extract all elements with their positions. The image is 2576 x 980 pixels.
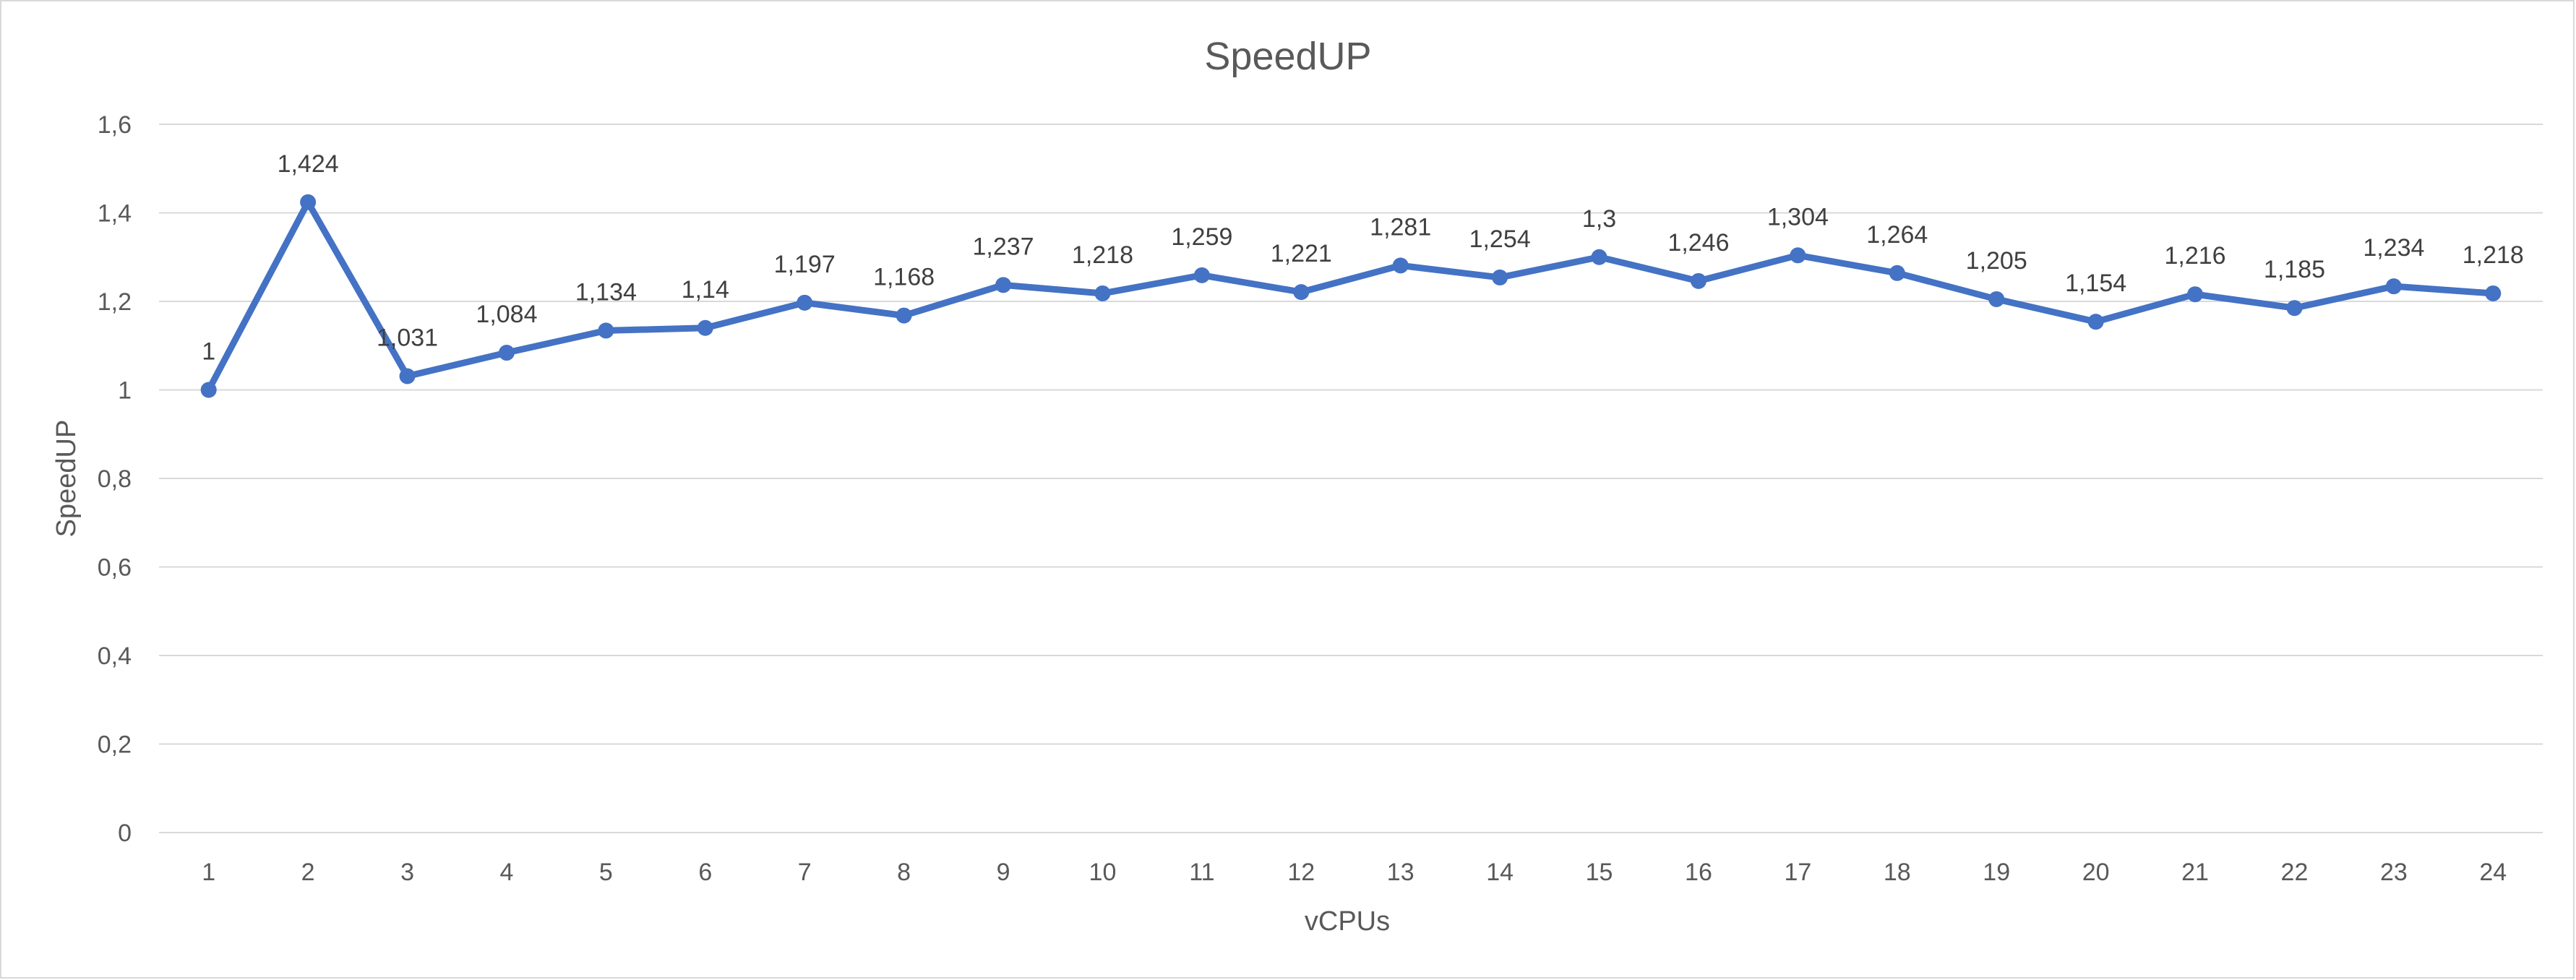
gridlines	[159, 124, 2543, 833]
x-tick-label: 13	[1387, 859, 1414, 886]
data-label: 1,234	[2363, 234, 2424, 262]
y-tick-label: 0,6	[98, 554, 132, 582]
data-point	[1392, 257, 1409, 274]
data-point	[697, 319, 713, 336]
data-label: 1,084	[476, 301, 537, 328]
x-tick-label: 5	[599, 859, 613, 886]
data-label: 1,031	[377, 324, 438, 352]
x-tick-label: 19	[1983, 859, 2010, 886]
x-tick-label: 16	[1685, 859, 1712, 886]
x-tick-label: 24	[2479, 859, 2507, 886]
x-tick-label: 17	[1784, 859, 1811, 886]
data-point	[200, 382, 217, 398]
data-label: 1,134	[575, 278, 637, 306]
series-layer	[200, 194, 2502, 398]
data-point	[995, 277, 1012, 293]
data-label: 1,304	[1767, 203, 1829, 231]
data-point	[1094, 285, 1111, 301]
data-point	[1988, 291, 2005, 307]
data-label: 1,424	[278, 150, 339, 178]
x-tick-label: 7	[798, 859, 812, 886]
x-tick-label: 10	[1089, 859, 1117, 886]
data-label: 1,264	[1866, 221, 1928, 249]
data-point	[1591, 249, 1607, 265]
y-tick-label: 0,4	[98, 642, 132, 670]
y-tick-label: 0	[118, 820, 132, 847]
x-tick-label: 23	[2380, 859, 2408, 886]
y-axis-title: SpeedUP	[51, 420, 82, 538]
y-tick-label: 1,6	[98, 111, 132, 139]
data-label: 1,216	[2164, 242, 2225, 270]
data-point	[1790, 247, 1806, 264]
data-point	[2187, 286, 2204, 303]
data-point	[399, 368, 416, 384]
data-labels: 1 1,424 1,031 1,084 1,134 1,14 1,197 1,168 1,237…	[202, 150, 2524, 366]
x-tick-label: 11	[1189, 859, 1214, 886]
data-point	[1293, 284, 1310, 301]
data-point	[2087, 314, 2104, 330]
x-tick-label: 2	[301, 859, 315, 886]
data-point	[598, 322, 614, 339]
chart-title: SpeedUP	[1204, 35, 1371, 78]
data-point	[2485, 285, 2502, 301]
y-tick-label: 1,4	[98, 200, 132, 228]
data-point	[797, 294, 813, 311]
data-label: 1,168	[873, 264, 935, 291]
data-point	[896, 307, 912, 324]
x-tick-label: 4	[499, 859, 513, 886]
x-tick-label: 18	[1884, 859, 1911, 886]
data-label: 1,185	[2264, 256, 2325, 283]
data-label: 1,154	[2065, 270, 2126, 297]
data-label: 1,3	[1582, 205, 1616, 233]
data-point	[2385, 278, 2402, 295]
data-label: 1,221	[1271, 240, 1332, 267]
data-point	[498, 345, 515, 361]
x-tick-label: 20	[2082, 859, 2110, 886]
data-point	[1193, 267, 1210, 283]
data-label: 1,237	[972, 233, 1034, 260]
data-point	[1889, 265, 1905, 281]
x-tick-label: 1	[202, 859, 215, 886]
x-tick-label: 14	[1486, 859, 1514, 886]
y-tick-label: 1	[118, 377, 132, 405]
data-label: 1,218	[1072, 241, 1133, 269]
data-label: 1,218	[2463, 241, 2524, 269]
data-point	[1690, 272, 1706, 289]
x-tick-label: 15	[1586, 859, 1613, 886]
data-label: 1,205	[1966, 247, 2027, 275]
x-tick-label: 21	[2181, 859, 2209, 886]
data-label: 1,197	[774, 251, 836, 278]
x-axis-ticks: 1 2 3 4 5 6 7 8 9 10 11 12 13 14 15 16 17 18 19 20 21 22 23 24	[202, 859, 2507, 886]
data-label: 1,281	[1370, 213, 1431, 241]
data-label: 1	[202, 338, 215, 366]
y-tick-label: 1,2	[98, 288, 132, 316]
data-label: 1,14	[682, 276, 729, 304]
x-axis-title: vCPUs	[1305, 906, 1390, 937]
y-tick-label: 0,8	[98, 465, 132, 493]
x-tick-label: 22	[2281, 859, 2309, 886]
x-tick-label: 8	[897, 859, 911, 886]
series-line	[205, 199, 2496, 393]
x-tick-label: 6	[698, 859, 712, 886]
x-tick-label: 3	[400, 859, 414, 886]
data-point	[2286, 300, 2303, 317]
y-tick-label: 0,2	[98, 731, 132, 759]
data-label: 1,259	[1171, 223, 1232, 251]
data-label: 1,254	[1469, 225, 1531, 253]
data-point	[1492, 269, 1508, 285]
y-axis-ticks: 0 0,2 0,4 0,6 0,8 1 1,2 1,4 1,6	[98, 111, 132, 847]
x-tick-label: 12	[1287, 859, 1315, 886]
x-tick-label: 9	[997, 859, 1010, 886]
data-point	[300, 194, 317, 210]
data-label: 1,246	[1667, 229, 1729, 257]
